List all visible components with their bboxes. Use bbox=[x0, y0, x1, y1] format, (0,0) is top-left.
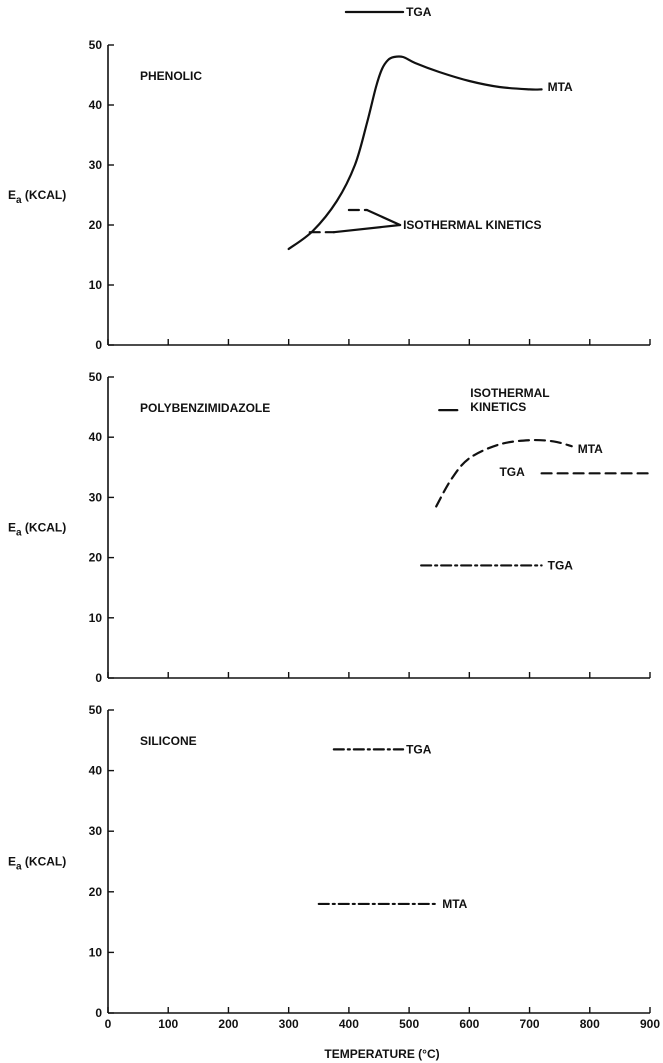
series-label: ISOTHERMAL KINETICS bbox=[403, 218, 541, 232]
y-tick-label: 40 bbox=[89, 764, 103, 778]
x-tick-label: 300 bbox=[279, 1017, 299, 1031]
isothermal-leader-line bbox=[332, 223, 402, 234]
y-tick-label: 20 bbox=[89, 551, 103, 565]
y-tick-label: 0 bbox=[95, 1006, 102, 1020]
x-tick-label: 900 bbox=[640, 1017, 660, 1031]
chart-panel-2: 0 10 20 30 40 50 Ea (KCAL) POLYBENZIMIDAZOLE ISO… bbox=[8, 370, 652, 685]
y-tick-label: 10 bbox=[89, 611, 103, 625]
y-tick-label: 30 bbox=[89, 158, 103, 172]
x-tick-label: 0 bbox=[105, 1017, 112, 1031]
x-tick-label: 700 bbox=[520, 1017, 540, 1031]
y-tick-label: 10 bbox=[89, 278, 103, 292]
y-tick-label: 30 bbox=[89, 824, 103, 838]
y-tick-label: 20 bbox=[89, 885, 103, 899]
y-tick-label: 30 bbox=[89, 490, 103, 504]
series-label: MTA bbox=[578, 442, 603, 456]
y-tick-label: 50 bbox=[89, 38, 103, 52]
y-tick-label: 0 bbox=[95, 338, 102, 352]
x-axis-title: TEMPERATURE (°C) bbox=[324, 1047, 439, 1061]
chart-panels: 0 10 20 30 40 50 Ea (KCAL) PHENOLIC TGA MTA ISOTHE… bbox=[8, 5, 660, 1031]
x-tick-label: 500 bbox=[399, 1017, 419, 1031]
panel-title: PHENOLIC bbox=[140, 69, 202, 83]
x-tick-label: 600 bbox=[459, 1017, 479, 1031]
series-line-mta bbox=[287, 55, 543, 251]
y-tick-label: 10 bbox=[89, 945, 103, 959]
y-axis-title: Ea (KCAL) bbox=[8, 855, 66, 873]
series-label: MTA bbox=[548, 80, 573, 94]
series-label: TGA bbox=[406, 742, 432, 756]
y-tick-label: 40 bbox=[89, 98, 103, 112]
y-tick-label: 40 bbox=[89, 430, 103, 444]
y-axis-title: Ea (KCAL) bbox=[8, 188, 66, 206]
series-label: TGA bbox=[548, 558, 574, 572]
y-tick-label: 50 bbox=[89, 370, 103, 384]
x-tick-label: 200 bbox=[218, 1017, 238, 1031]
y-tick-label: 0 bbox=[95, 671, 102, 685]
y-tick-label: 50 bbox=[89, 703, 103, 717]
series-label: ISOTHERMAL KINETICS bbox=[470, 386, 549, 414]
series-label: TGA bbox=[406, 5, 432, 19]
panel-title: SILICONE bbox=[140, 734, 197, 748]
isothermal-leader-line bbox=[365, 208, 402, 227]
x-tick-label: 800 bbox=[580, 1017, 600, 1031]
series-label: TGA bbox=[499, 465, 525, 479]
y-tick-label: 20 bbox=[89, 218, 103, 232]
chart-panel-1: 0 10 20 30 40 50 Ea (KCAL) PHENOLIC TGA MTA ISOTHE… bbox=[8, 5, 651, 352]
y-axis-title: Ea (KCAL) bbox=[8, 521, 66, 539]
x-tick-label: 400 bbox=[339, 1017, 359, 1031]
series-line-mta bbox=[435, 438, 573, 508]
panel-title: POLYBENZIMIDAZOLE bbox=[140, 401, 270, 415]
x-tick-label: 100 bbox=[158, 1017, 178, 1031]
series-label: MTA bbox=[442, 897, 467, 911]
